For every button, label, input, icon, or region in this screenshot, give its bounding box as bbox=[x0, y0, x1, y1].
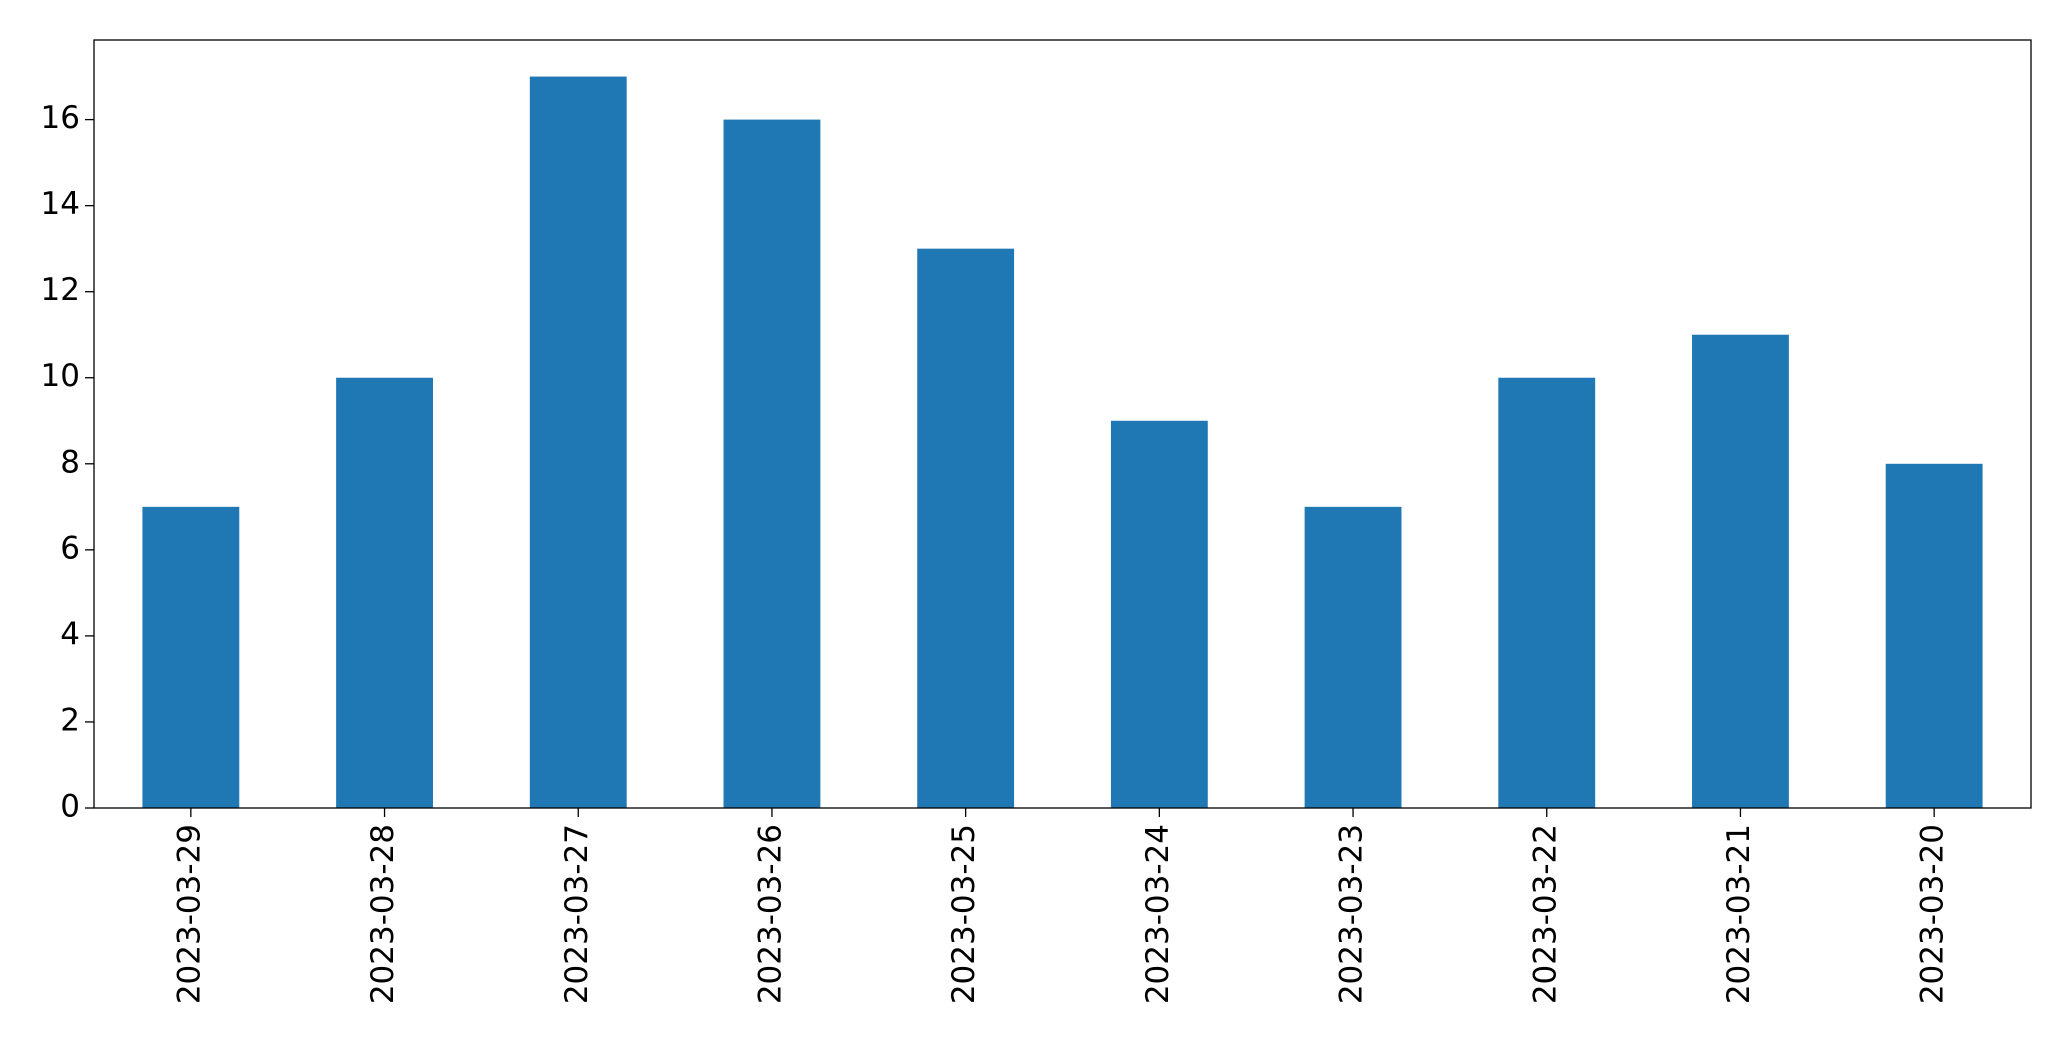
x-tick-label: 2023-03-22 bbox=[1527, 824, 1563, 1004]
bar bbox=[142, 506, 240, 808]
x-tick-label: 2023-03-26 bbox=[752, 824, 788, 1004]
y-tick-label: 4 bbox=[60, 616, 80, 652]
y-tick-label: 16 bbox=[41, 100, 80, 136]
bar bbox=[1110, 420, 1208, 808]
bar bbox=[1498, 377, 1596, 808]
x-tick-label: 2023-03-27 bbox=[559, 824, 595, 1004]
y-tick-label: 0 bbox=[60, 789, 80, 825]
x-tick-label: 2023-03-28 bbox=[365, 824, 401, 1004]
bar bbox=[917, 248, 1015, 809]
y-tick-label: 6 bbox=[60, 530, 80, 566]
bar bbox=[723, 119, 821, 809]
x-tick-label: 2023-03-20 bbox=[1915, 824, 1951, 1004]
y-tick-label: 2 bbox=[60, 702, 80, 738]
bar bbox=[1885, 463, 1983, 808]
y-tick-label: 10 bbox=[41, 358, 80, 394]
y-tick-label: 12 bbox=[41, 272, 80, 308]
plot-frame bbox=[93, 39, 2032, 809]
bar bbox=[336, 377, 433, 808]
x-tick-label: 2023-03-25 bbox=[946, 824, 982, 1004]
y-tick-label: 14 bbox=[41, 186, 80, 222]
bar bbox=[1304, 506, 1402, 808]
bar bbox=[529, 76, 627, 809]
x-tick-label: 2023-03-24 bbox=[1140, 824, 1176, 1004]
x-tick-label: 2023-03-21 bbox=[1721, 824, 1757, 1004]
x-tick-label: 2023-03-23 bbox=[1334, 824, 1370, 1004]
x-tick-label: 2023-03-29 bbox=[171, 824, 207, 1004]
y-tick-label: 8 bbox=[60, 444, 80, 480]
bar bbox=[1692, 334, 1789, 808]
